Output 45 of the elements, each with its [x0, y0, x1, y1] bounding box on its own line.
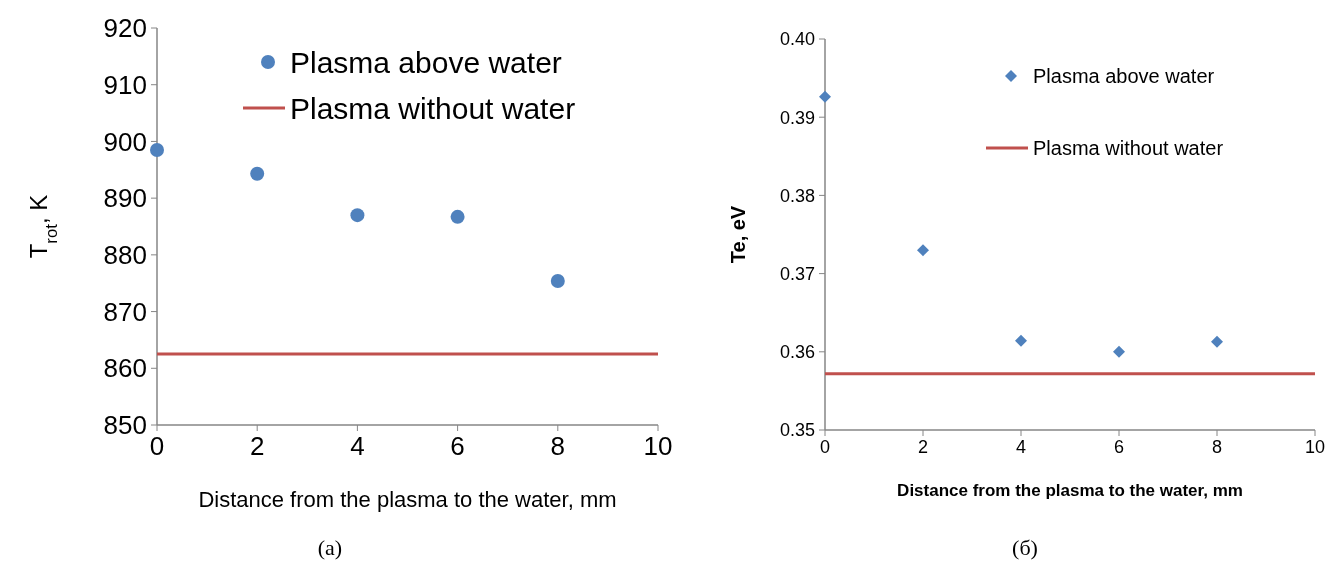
y-tick-label: 850 — [103, 410, 147, 441]
x-axis-title: Distance from the plasma to the water, mm — [897, 481, 1243, 500]
legend-label: Plasma without water — [1033, 137, 1224, 159]
point — [917, 244, 929, 257]
y-tick-label: 0.40 — [779, 29, 815, 50]
y-tick-label: 920 — [103, 13, 147, 44]
x-tick-label: 6 — [450, 431, 465, 462]
x-tick-label: 6 — [1113, 437, 1125, 458]
x-tick-label: 10 — [1304, 437, 1326, 458]
y-tick-label: 0.39 — [779, 107, 815, 128]
y-tick-label: 890 — [103, 183, 147, 214]
point — [819, 90, 831, 103]
point — [450, 209, 465, 224]
x-tick-label: 8 — [550, 431, 566, 462]
y-axis-title: Te, eV — [727, 205, 749, 264]
y-tick-label: 0.38 — [779, 185, 815, 206]
legend-label: Plasma above water — [1033, 65, 1215, 87]
x-tick-label: 2 — [917, 437, 929, 458]
point — [1113, 345, 1125, 358]
x-tick-label: 0 — [149, 431, 165, 462]
x-tick-label: 4 — [1015, 437, 1027, 458]
y-tick-label: 0.35 — [779, 420, 815, 441]
y-tick-label: 0.36 — [779, 342, 815, 363]
x-tick-label: 4 — [350, 431, 365, 462]
y-tick-label: 0.37 — [779, 263, 815, 284]
point — [1015, 334, 1027, 347]
legend-label: Plasma without water — [290, 91, 576, 125]
x-tick-label: 10 — [643, 431, 673, 462]
point — [250, 166, 265, 181]
y-tick-label: 880 — [103, 239, 147, 270]
y-tick-label: 860 — [103, 353, 147, 384]
y-tick-label: 870 — [103, 296, 147, 327]
text: (a) — [317, 535, 343, 560]
x-axis-title: Distance from the plasma to the water, mm — [198, 487, 617, 512]
y-tick-label: 900 — [103, 126, 147, 157]
point — [350, 208, 365, 223]
text: (б) — [1012, 535, 1038, 560]
x-tick-label: 2 — [249, 431, 265, 462]
point — [150, 142, 164, 157]
legend-label: Plasma above water — [290, 45, 562, 79]
x-tick-label: 0 — [819, 437, 831, 458]
y-tick-label: 910 — [103, 69, 147, 100]
x-tick-label: 8 — [1211, 437, 1223, 458]
point — [1211, 335, 1223, 348]
point — [550, 273, 565, 288]
